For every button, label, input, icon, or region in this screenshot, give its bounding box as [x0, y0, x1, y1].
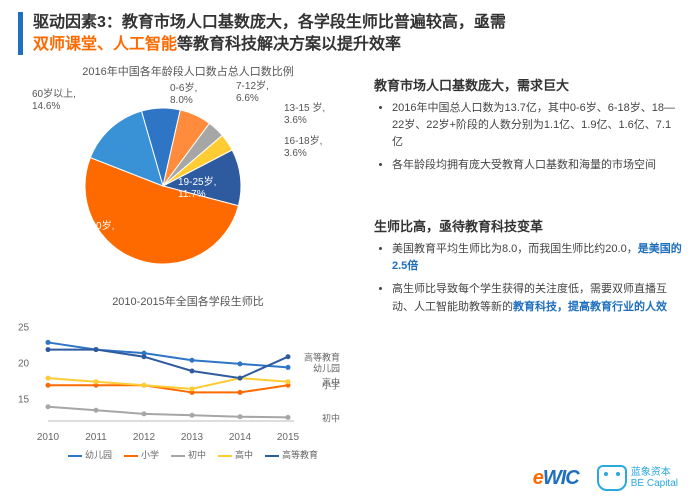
- line-title: 2010-2015年全国各学段生师比: [18, 293, 358, 309]
- section1-heading: 教育市场人口基数庞大，需求巨大: [374, 75, 682, 94]
- series-label: 高中: [322, 375, 340, 388]
- legend-item: 高等教育: [265, 448, 318, 461]
- y-tick: 15: [18, 394, 29, 405]
- x-tick: 2011: [85, 432, 107, 443]
- line-legend: 幼儿园小学初中高中高等教育: [48, 448, 338, 461]
- pie-label: 16-18岁,3.6%: [284, 136, 322, 159]
- section2-heading: 生师比高，亟待教育科技变革: [374, 216, 682, 235]
- text-column: 教育市场人口基数庞大，需求巨大 2016年中国总人口数为13.7亿，其中0-6岁…: [374, 61, 682, 461]
- x-tick: 2015: [277, 432, 299, 443]
- x-tick: 2010: [37, 432, 59, 443]
- be-capital-logo: 蓝象资本BE Capital: [597, 465, 678, 491]
- pie-label: 60岁以上,14.6%: [32, 89, 76, 112]
- pie-label: 0-6岁,8.0%: [170, 83, 197, 106]
- legend-item: 初中: [171, 448, 206, 461]
- x-tick: 2014: [229, 432, 251, 443]
- charts-column: 2016年中国各年龄段人口数占总人口数比例 0-6岁,8.0% 7-12岁,6.6…: [18, 61, 358, 461]
- logo-bar: eWIC 蓝象资本BE Capital: [533, 465, 678, 491]
- y-tick: 25: [18, 323, 29, 334]
- title-highlight: 双师课堂、人工智能: [33, 36, 177, 53]
- line-chart: 幼儿园小学初中高中高等教育 15202520102011201220132014…: [18, 311, 338, 461]
- legend-item: 幼儿园: [68, 448, 112, 461]
- pie-label: 19-25岁,11.7%: [178, 177, 216, 200]
- x-tick: 2013: [181, 432, 203, 443]
- title-line1: 驱动因素3：教育市场人口基数庞大，各学段生师比普遍较高，亟需: [33, 14, 506, 31]
- slide-title: 驱动因素3：教育市场人口基数庞大，各学段生师比普遍较高，亟需 双师课堂、人工智能…: [18, 12, 682, 55]
- bullet: 美国教育平均生师比为8.0，而我国生师比约20.0，是美国的2.5倍: [392, 241, 682, 275]
- pie-chart: 0-6岁,8.0% 7-12岁,6.6% 13-15 岁,3.6% 16-18岁,3.…: [18, 81, 338, 291]
- title-line2: 等教育科技解决方案以提升效率: [177, 36, 401, 53]
- bullet: 各年龄段均拥有庞大受教育人口基数和海量的市场空间: [392, 157, 682, 174]
- line-series: [48, 407, 288, 418]
- line-series: [48, 378, 288, 389]
- x-tick: 2012: [133, 432, 155, 443]
- bullet: 2016年中国总人口数为13.7亿，其中0-6岁、6-18岁、18—22岁、22…: [392, 100, 682, 151]
- pie-label: 26-60岁,51.8%: [76, 221, 114, 244]
- series-label: 初中: [322, 411, 340, 424]
- legend-item: 高中: [218, 448, 253, 461]
- pie-label: 13-15 岁,3.6%: [284, 103, 325, 126]
- legend-item: 小学: [124, 448, 159, 461]
- series-label: 幼儿园: [313, 361, 340, 374]
- ewic-logo: eWIC: [533, 467, 579, 490]
- bullet: 高生师比导致每个学生获得的关注度低，需要双师直播互动、人工智能助教等新的教育科技…: [392, 281, 682, 315]
- y-tick: 20: [18, 359, 29, 370]
- pie-label: 7-12岁,6.6%: [236, 81, 269, 104]
- pie-title: 2016年中国各年龄段人口数占总人口数比例: [18, 63, 358, 79]
